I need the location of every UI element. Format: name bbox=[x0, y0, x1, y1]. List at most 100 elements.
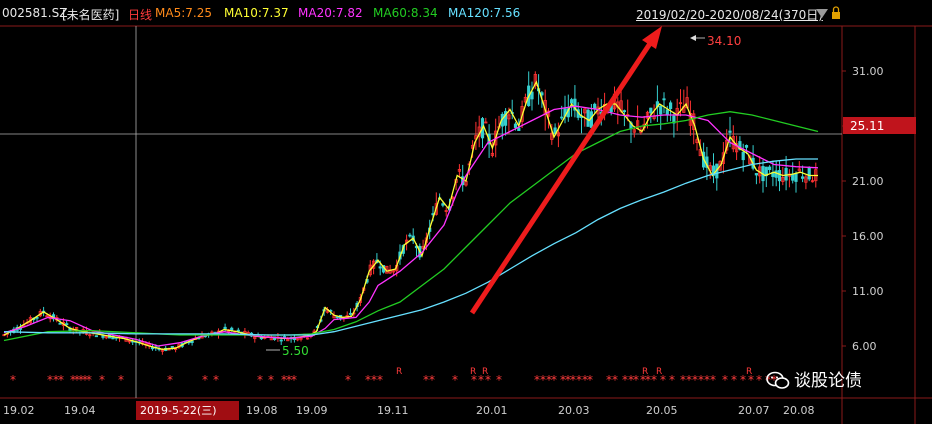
star-marker: * bbox=[78, 373, 84, 387]
star-marker: * bbox=[710, 373, 716, 387]
dropdown-icon[interactable] bbox=[816, 9, 828, 18]
ma20-label: MA20:7.82 bbox=[298, 6, 363, 20]
star-marker: * bbox=[771, 373, 777, 387]
x-tick-label: 19.09 bbox=[296, 404, 328, 417]
chart-header: 002581.SZ [未名医药] 日线 MA5:7.25 MA10:7.37 M… bbox=[0, 0, 932, 26]
candle-body bbox=[253, 336, 257, 339]
candle-body bbox=[662, 98, 666, 101]
star-marker: * bbox=[606, 373, 612, 387]
candle-body bbox=[299, 337, 303, 340]
star-marker: * bbox=[612, 373, 618, 387]
candle-body bbox=[530, 91, 534, 100]
r-marker: R bbox=[396, 367, 402, 377]
star-marker: * bbox=[286, 373, 292, 387]
star-marker: * bbox=[534, 373, 540, 387]
star-marker: * bbox=[167, 373, 173, 387]
ma10-label: MA10:7.37 bbox=[224, 6, 289, 20]
candle-body bbox=[573, 98, 577, 111]
candle-body bbox=[593, 103, 597, 109]
star-marker: * bbox=[291, 373, 297, 387]
candle-body bbox=[672, 115, 676, 124]
star-marker: * bbox=[698, 373, 704, 387]
star-marker: * bbox=[213, 373, 219, 387]
star-marker: * bbox=[669, 373, 675, 387]
candle-body bbox=[368, 264, 372, 276]
star-marker: * bbox=[587, 373, 593, 387]
candle-body bbox=[444, 210, 448, 212]
r-marker: R bbox=[642, 367, 648, 377]
star-marker: * bbox=[576, 373, 582, 387]
candle-body bbox=[560, 116, 564, 119]
candle-body bbox=[378, 266, 382, 269]
candle-body bbox=[533, 74, 537, 87]
candle-body bbox=[358, 297, 363, 303]
star-marker: * bbox=[86, 373, 92, 387]
star-marker: * bbox=[268, 373, 274, 387]
r-marker: R bbox=[656, 367, 662, 377]
star-marker: * bbox=[680, 373, 686, 387]
star-marker: * bbox=[540, 373, 546, 387]
candle-body bbox=[348, 312, 353, 315]
candle-body bbox=[223, 326, 227, 330]
star-marker: * bbox=[731, 373, 737, 387]
trend-arrow bbox=[469, 40, 654, 315]
date-range[interactable]: 2019/02/20-2020/08/24(370日) bbox=[636, 8, 823, 22]
star-marker: * bbox=[740, 373, 746, 387]
candle-body bbox=[457, 169, 462, 172]
candle-body bbox=[570, 99, 574, 104]
x-tick-label: 19.08 bbox=[246, 404, 278, 417]
candle-body bbox=[236, 329, 240, 332]
candle-body bbox=[503, 111, 508, 126]
star-marker: * bbox=[53, 373, 59, 387]
candle-body bbox=[583, 108, 587, 114]
star-marker: * bbox=[257, 373, 263, 387]
lock-icon[interactable] bbox=[832, 12, 840, 19]
ma-line-1 bbox=[3, 105, 819, 347]
star-marker: * bbox=[622, 373, 628, 387]
candle-body bbox=[335, 316, 339, 319]
annotations: 34.10 5.50 bbox=[266, 34, 741, 358]
star-marker: * bbox=[570, 373, 576, 387]
star-marker: * bbox=[58, 373, 64, 387]
star-marker: * bbox=[546, 373, 552, 387]
candle-body bbox=[513, 123, 518, 128]
star-marker: * bbox=[99, 373, 105, 387]
candle-body bbox=[190, 340, 194, 343]
star-marker: * bbox=[371, 373, 377, 387]
signal-markers: * * * * ***** * * * * * * * * * * * * * * * * * * * * * * * * * * * * * * *… bbox=[10, 367, 777, 387]
candle-body bbox=[665, 109, 669, 115]
star-marker: * bbox=[82, 373, 88, 387]
star-marker: * bbox=[645, 373, 651, 387]
x-tick-label: 20.05 bbox=[646, 404, 678, 417]
candle-body bbox=[810, 180, 815, 183]
candle-body bbox=[88, 334, 92, 337]
low-annotation: 5.50 bbox=[282, 344, 309, 358]
star-marker: * bbox=[377, 373, 383, 387]
star-marker: * bbox=[47, 373, 53, 387]
r-marker: R bbox=[470, 367, 476, 377]
star-marker: * bbox=[10, 373, 16, 387]
star-marker: * bbox=[651, 373, 657, 387]
star-marker: * bbox=[452, 373, 458, 387]
candle-body bbox=[728, 130, 732, 133]
candle-body bbox=[546, 110, 551, 117]
ma60-label: MA60:8.34 bbox=[373, 6, 438, 20]
star-marker: * bbox=[660, 373, 666, 387]
period-label[interactable]: 日线 bbox=[128, 8, 153, 22]
candle-body bbox=[45, 315, 49, 318]
candle-body bbox=[286, 338, 290, 342]
candle-body bbox=[104, 335, 108, 339]
star-marker: * bbox=[692, 373, 698, 387]
star-marker: * bbox=[704, 373, 710, 387]
trend-arrow-head bbox=[642, 26, 662, 49]
candle-body bbox=[804, 176, 808, 183]
star-marker: * bbox=[640, 373, 646, 387]
candle-body bbox=[408, 234, 412, 237]
r-marker: R bbox=[482, 367, 488, 377]
candle-body bbox=[210, 331, 214, 334]
candle-body bbox=[279, 339, 283, 342]
candle-body bbox=[484, 121, 488, 124]
star-marker: * bbox=[748, 373, 754, 387]
high-annotation: 34.10 bbox=[707, 34, 741, 48]
